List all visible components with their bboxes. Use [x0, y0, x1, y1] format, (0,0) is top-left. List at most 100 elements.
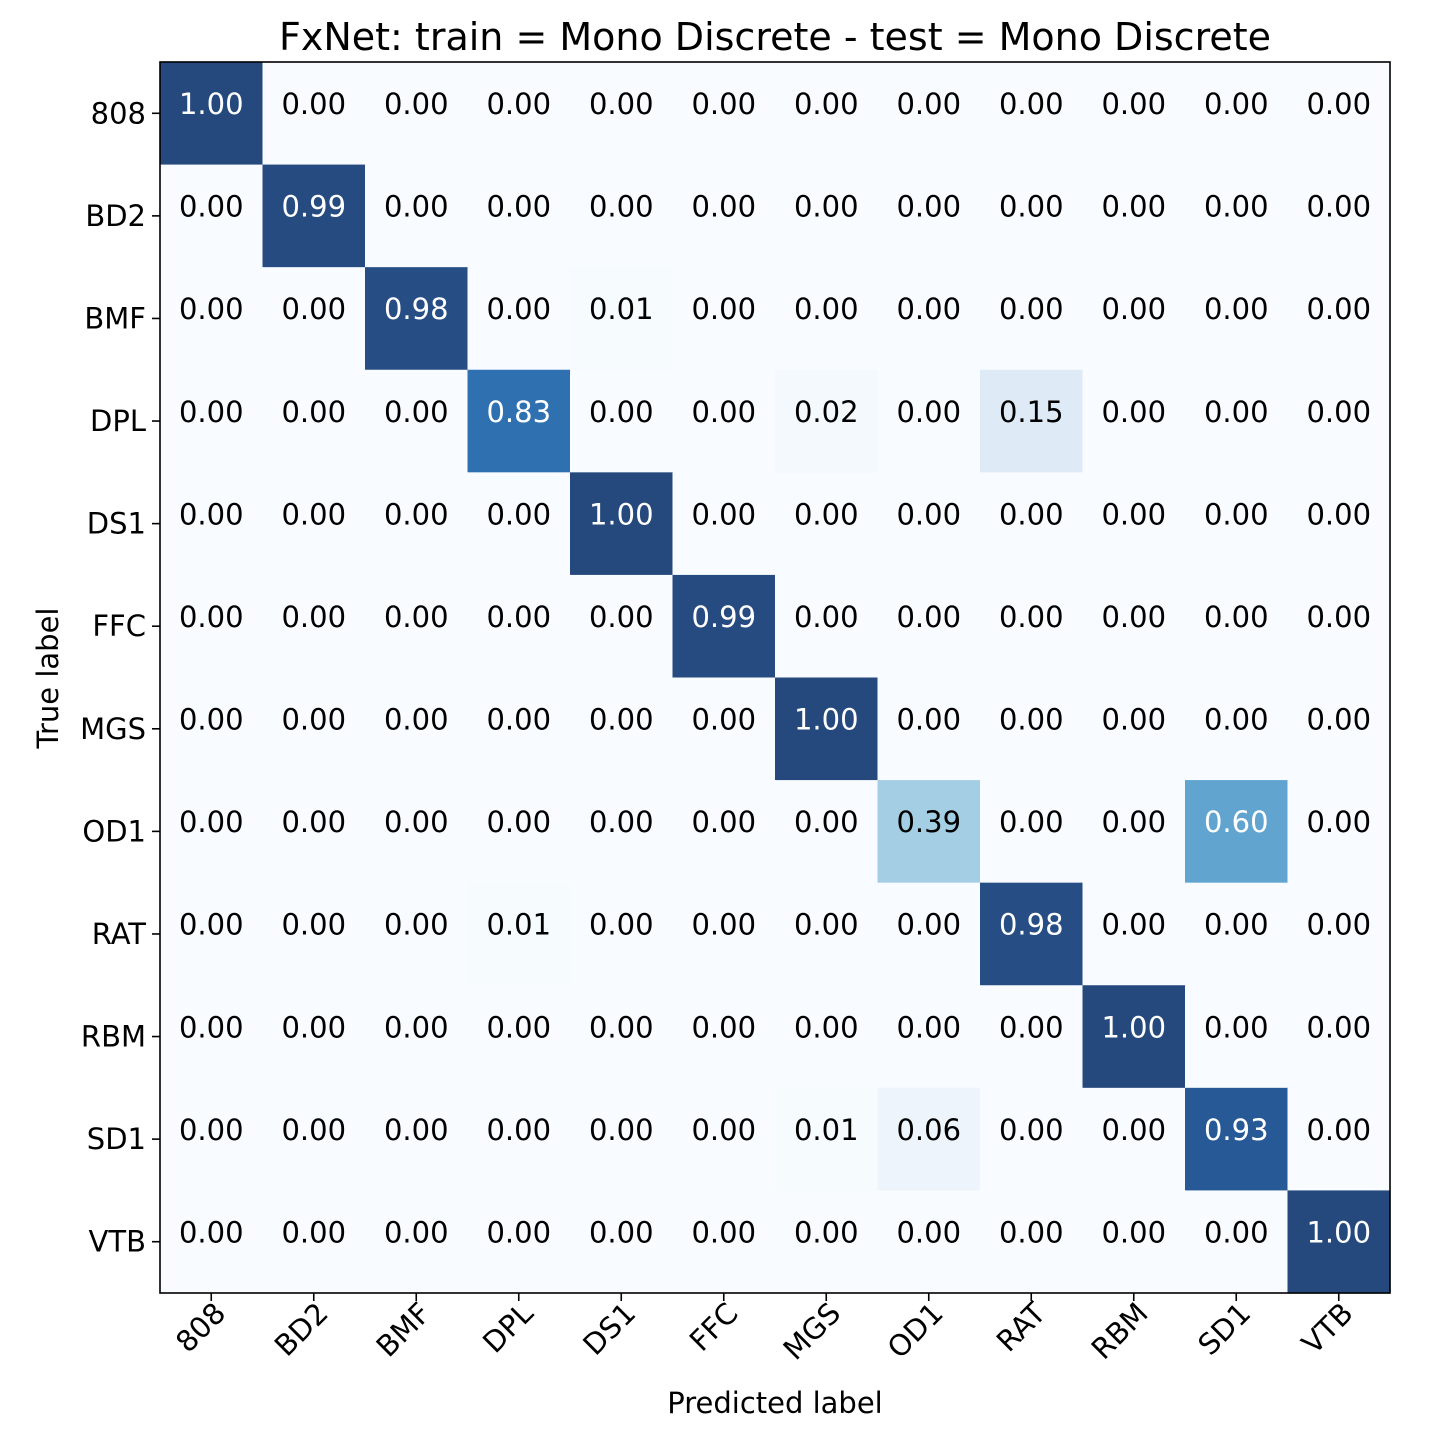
cell-value-label: 0.00: [896, 497, 961, 531]
cell-value-label: 0.00: [589, 1010, 654, 1044]
x-tick-label: BMF: [370, 1296, 438, 1364]
cell-value-label: 0.00: [486, 497, 551, 531]
cell-value-label: 0.00: [999, 1215, 1064, 1249]
heatmap-cell: [1082, 267, 1186, 371]
heatmap-cell: [467, 780, 571, 884]
cell-value-label: 0.83: [486, 395, 551, 429]
heatmap-cell: [262, 1190, 366, 1294]
cell-value-label: 0.00: [1204, 292, 1269, 326]
cell-value-label: 0.01: [794, 1113, 859, 1147]
cell-value-label: 0.00: [486, 1215, 551, 1249]
cell-value-label: 0.00: [1101, 87, 1166, 121]
heatmap-cell: [262, 1087, 366, 1192]
heatmap-cell: [262, 677, 366, 781]
heatmap-cell: [877, 985, 981, 1089]
y-tick-label: RAT: [92, 917, 147, 951]
cell-value-label: 0.00: [794, 1215, 859, 1249]
heatmap-cell: [262, 882, 366, 986]
heatmap-cell: [365, 472, 469, 576]
heatmap-cell: [1185, 369, 1289, 473]
cell-value-label: 0.00: [179, 497, 244, 531]
heatmap-cell: [262, 164, 366, 268]
cell-value-label: 0.98: [384, 292, 449, 326]
heatmap-cell: [1287, 472, 1391, 576]
heatmap-cell: [570, 1190, 674, 1294]
heatmap-cell-labels: 1.00 0.00 0.00 0.00 0.00 0.00 0.00 0.00 0.00 0.00…: [179, 87, 1371, 1249]
heatmap-cell: [1287, 1087, 1391, 1192]
heatmap-cell: [467, 164, 571, 268]
cell-value-label: 0.00: [1306, 908, 1371, 942]
x-tick-label: RAT: [990, 1296, 1053, 1359]
heatmap-cell: [570, 267, 674, 371]
cell-value-label: 0.01: [486, 908, 551, 942]
heatmap-cell: [1287, 164, 1391, 268]
heatmap-cell: [1185, 1087, 1289, 1192]
heatmap-cell: [365, 1190, 469, 1294]
cell-value-label: 0.00: [589, 87, 654, 121]
x-tick-label: VTB: [1295, 1296, 1360, 1361]
heatmap-cell: [672, 677, 776, 781]
cell-value-label: 0.00: [486, 805, 551, 839]
heatmap-cell: [262, 574, 366, 679]
cell-value-label: 0.00: [589, 1113, 654, 1147]
heatmap-cell: [160, 985, 264, 1089]
heatmap-cell: [775, 677, 879, 781]
heatmap-cell: [1082, 472, 1186, 576]
heatmap-cell: [775, 780, 879, 884]
heatmap-cell: [672, 472, 776, 576]
cell-value-label: 0.06: [896, 1113, 961, 1147]
cell-value-label: 0.00: [896, 1010, 961, 1044]
heatmap-cell: [1287, 780, 1391, 884]
cell-value-label: 0.00: [1204, 908, 1269, 942]
cell-value-label: 0.00: [1306, 805, 1371, 839]
heatmap-cell: [365, 369, 469, 473]
heatmap-cell: [1082, 780, 1186, 884]
plot-frame: [159, 61, 1391, 1294]
heatmap-cell: [570, 780, 674, 884]
cell-value-label: 0.00: [589, 805, 654, 839]
cell-value-label: 0.02: [794, 395, 859, 429]
heatmap-cell: [160, 677, 264, 781]
heatmap-cell: [1185, 677, 1289, 781]
cell-value-label: 0.00: [1306, 497, 1371, 531]
cell-value-label: 0.00: [384, 87, 449, 121]
heatmap-cell: [570, 882, 674, 986]
heatmap-cell: [877, 574, 981, 679]
heatmap-cell: [467, 369, 571, 473]
cell-value-label: 0.00: [896, 190, 961, 224]
x-axis-label: Predicted label: [667, 1386, 883, 1420]
cell-value-label: 0.00: [384, 395, 449, 429]
cell-value-label: 0.00: [1101, 805, 1166, 839]
heatmap-cell: [1185, 574, 1289, 679]
heatmap-cell: [775, 574, 879, 679]
heatmap-cell: [775, 882, 879, 986]
cell-value-label: 0.00: [1101, 600, 1166, 634]
x-axis-ticks: 808 BD2 BMF DPL DS1 FFC MGS OD1 RAT RBM SD1 VTB: [169, 1293, 1360, 1367]
cell-value-label: 0.00: [1204, 190, 1269, 224]
heatmap-cell: [1287, 267, 1391, 371]
heatmap-cell: [1185, 62, 1289, 166]
cell-value-label: 0.00: [384, 1010, 449, 1044]
cell-value-label: 1.00: [589, 497, 654, 531]
cell-value-label: 0.00: [1306, 1113, 1371, 1147]
cell-value-label: 0.00: [179, 805, 244, 839]
heatmap-cell: [1287, 882, 1391, 986]
heatmap-cell: [1287, 1190, 1391, 1294]
cell-value-label: 0.00: [179, 1010, 244, 1044]
x-tick-label: DPL: [476, 1296, 540, 1360]
heatmap-cell: [467, 574, 571, 679]
heatmap-cell: [672, 882, 776, 986]
cell-value-label: 0.99: [691, 600, 756, 634]
cell-value-label: 1.00: [1101, 1010, 1166, 1044]
heatmap-cell: [365, 677, 469, 781]
cell-value-label: 0.00: [281, 1215, 346, 1249]
y-tick-label: SD1: [87, 1122, 146, 1156]
heatmap-cell: [775, 1087, 879, 1192]
cell-value-label: 1.00: [794, 703, 859, 737]
heatmap-cell: [467, 267, 571, 371]
heatmap-cell: [467, 1087, 571, 1192]
cell-value-label: 0.93: [1204, 1113, 1269, 1147]
cell-value-label: 0.00: [384, 600, 449, 634]
heatmap-cell: [1185, 985, 1289, 1089]
cell-value-label: 0.00: [896, 87, 961, 121]
